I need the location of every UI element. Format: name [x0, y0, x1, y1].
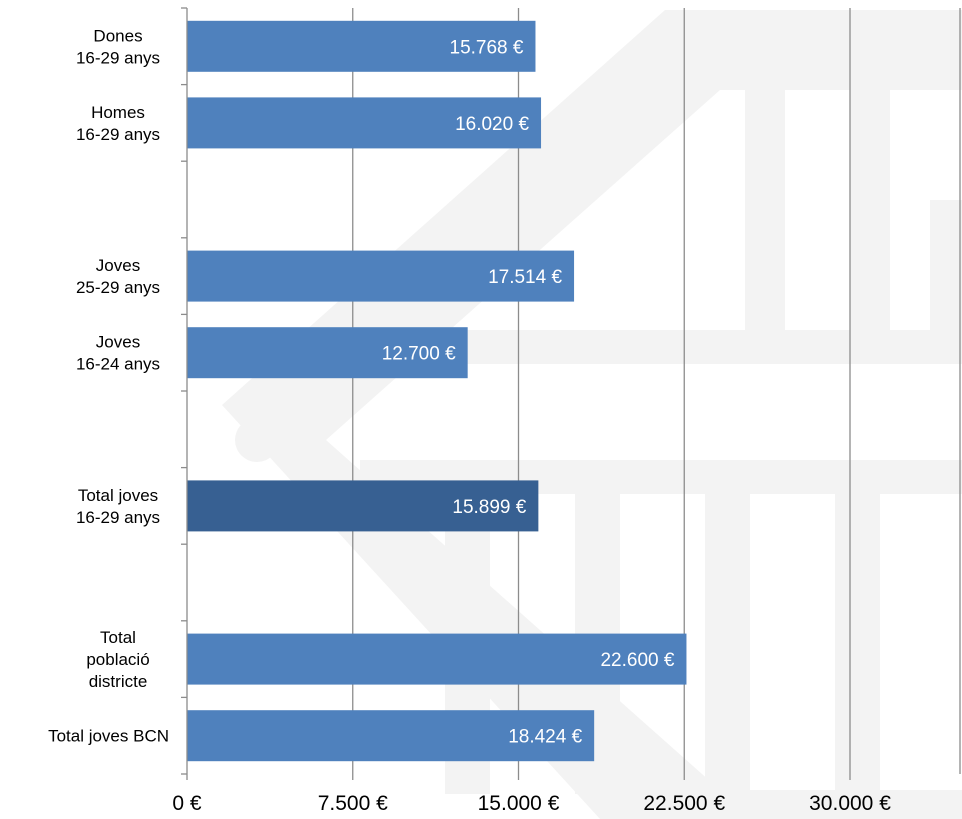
- category-label: Homes 16-29 anys: [76, 103, 160, 144]
- data-label: 12.700 €: [382, 344, 456, 365]
- bar: [187, 97, 542, 149]
- x-tick-label: 0 €: [172, 792, 202, 815]
- data-label: 16.020 €: [455, 114, 529, 135]
- bar: [187, 633, 687, 685]
- bar: [187, 327, 468, 379]
- data-label: 22.600 €: [600, 650, 674, 671]
- bar: [187, 710, 595, 762]
- bar: [187, 480, 539, 532]
- bar: [187, 20, 536, 72]
- bar: [187, 250, 575, 302]
- category-label: Total joves BCN: [48, 727, 169, 746]
- category-label: Total població districte: [86, 628, 149, 691]
- x-tick-label: 30.000 €: [809, 792, 891, 815]
- axes: Dones 16-29 anys Homes 16-29 anys Joves 25-29…: [48, 7, 891, 815]
- x-tick-label: 7.500 €: [318, 792, 388, 815]
- bars: 15.768 € 16.020 € 17.514 € 12.700 € 15.899 €…: [187, 20, 687, 762]
- data-label: 17.514 €: [488, 267, 562, 288]
- data-label: 15.768 €: [450, 37, 524, 58]
- category-label: Dones 16-29 anys: [76, 26, 160, 67]
- data-label: 15.899 €: [452, 497, 526, 518]
- category-label: Joves 16-24 anys: [76, 333, 160, 374]
- data-label: 18.424 €: [508, 727, 582, 748]
- x-tick-label: 15.000 €: [478, 792, 560, 815]
- category-label: Joves 25-29 anys: [76, 256, 160, 297]
- category-label: Total joves 16-29 anys: [76, 486, 160, 527]
- x-tick-label: 22.500 €: [643, 792, 725, 815]
